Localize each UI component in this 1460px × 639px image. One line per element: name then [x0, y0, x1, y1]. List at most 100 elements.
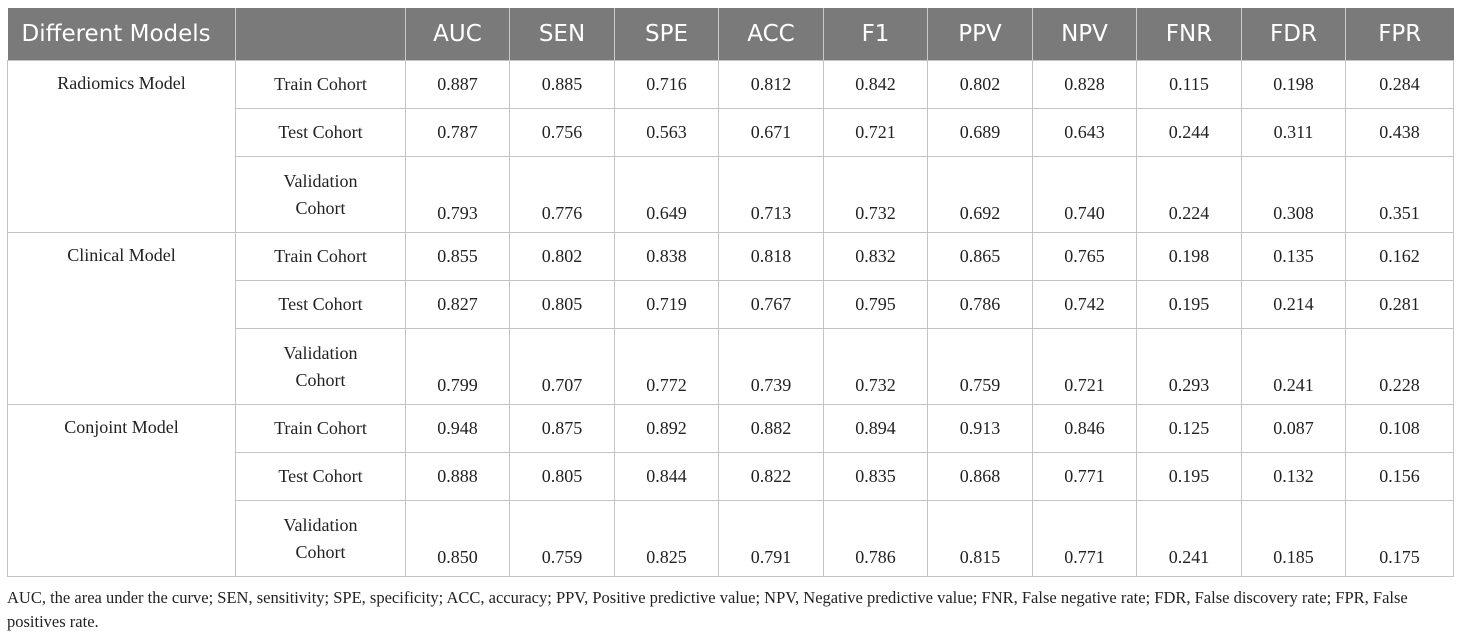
f1-cell: 0.786: [823, 500, 928, 577]
model-name-cell: Clinical Model: [7, 232, 236, 405]
fdr-cell: 0.214: [1241, 280, 1346, 329]
fpr-cell: 0.108: [1345, 404, 1454, 453]
fnr-cell: 0.241: [1136, 500, 1242, 577]
table-footnote: AUC, the area under the curve; SEN, sens…: [7, 588, 1408, 631]
f1-cell: 0.732: [823, 328, 928, 405]
header-acc: ACC: [718, 8, 824, 61]
f1-cell: 0.835: [823, 452, 928, 501]
auc-cell: 0.793: [405, 156, 510, 233]
sen-cell: 0.805: [509, 452, 615, 501]
header-row: Different Models AUC SEN SPE ACC F1 PPV …: [7, 8, 1454, 61]
ppv-cell: 0.689: [927, 108, 1033, 157]
auc-cell: 0.850: [405, 500, 510, 577]
ppv-cell: 0.868: [927, 452, 1033, 501]
cohort-cell: Validation Cohort: [235, 156, 406, 233]
cohort-line-1: Validation: [283, 342, 358, 363]
acc-cell: 0.671: [718, 108, 824, 157]
auc-cell: 0.887: [405, 60, 510, 109]
auc-cell: 0.787: [405, 108, 510, 157]
fpr-cell: 0.281: [1345, 280, 1454, 329]
ppv-cell: 0.865: [927, 232, 1033, 281]
fdr-cell: 0.185: [1241, 500, 1346, 577]
cohort-cell: Train Cohort: [235, 232, 406, 281]
spe-cell: 0.772: [614, 328, 719, 405]
header-auc: AUC: [405, 8, 510, 61]
header-npv: NPV: [1032, 8, 1137, 61]
spe-cell: 0.649: [614, 156, 719, 233]
ppv-cell: 0.786: [927, 280, 1033, 329]
cohort-line-1: Validation: [283, 170, 358, 191]
fdr-cell: 0.241: [1241, 328, 1346, 405]
cohort-cell: Validation Cohort: [235, 500, 406, 577]
ppv-cell: 0.913: [927, 404, 1033, 453]
auc-cell: 0.855: [405, 232, 510, 281]
table-row: Clinical Model Train Cohort 0.855 0.802 …: [7, 232, 1454, 405]
ppv-cell: 0.802: [927, 60, 1033, 109]
sen-cell: 0.802: [509, 232, 615, 281]
table-row: Conjoint Model Train Cohort 0.948 0.875 …: [7, 404, 1454, 577]
sen-cell: 0.756: [509, 108, 615, 157]
spe-cell: 0.892: [614, 404, 719, 453]
auc-cell: 0.948: [405, 404, 510, 453]
fnr-cell: 0.115: [1136, 60, 1242, 109]
fdr-cell: 0.135: [1241, 232, 1346, 281]
cohort-line-2: Cohort: [295, 541, 346, 562]
fdr-cell: 0.087: [1241, 404, 1346, 453]
fpr-cell: 0.162: [1345, 232, 1454, 281]
fnr-cell: 0.198: [1136, 232, 1242, 281]
npv-cell: 0.643: [1032, 108, 1137, 157]
acc-cell: 0.822: [718, 452, 824, 501]
acc-cell: 0.791: [718, 500, 824, 577]
auc-cell: 0.827: [405, 280, 510, 329]
fpr-cell: 0.438: [1345, 108, 1454, 157]
cohort-cell: Test Cohort: [235, 108, 406, 157]
header-ppv: PPV: [927, 8, 1033, 61]
ppv-cell: 0.759: [927, 328, 1033, 405]
table-row: Validation Cohort 0.793 0.776 0.649 0.713…: [8, 156, 1454, 233]
f1-cell: 0.832: [823, 232, 928, 281]
metrics-table-container: Different Models AUC SEN SPE ACC F1 PPV …: [7, 8, 1454, 577]
spe-cell: 0.825: [614, 500, 719, 577]
model-name-cell: Conjoint Model: [7, 404, 236, 577]
model-name-cell: Radiomics Model: [7, 60, 236, 233]
sen-cell: 0.707: [509, 328, 615, 405]
f1-cell: 0.721: [823, 108, 928, 157]
sen-cell: 0.776: [509, 156, 615, 233]
header-fdr: FDR: [1241, 8, 1346, 61]
header-model: Different Models: [7, 8, 236, 61]
fdr-cell: 0.198: [1241, 60, 1346, 109]
fpr-cell: 0.156: [1345, 452, 1454, 501]
header-fnr: FNR: [1136, 8, 1242, 61]
npv-cell: 0.742: [1032, 280, 1137, 329]
cohort-cell: Validation Cohort: [235, 328, 406, 405]
header-fpr: FPR: [1345, 8, 1454, 61]
fnr-cell: 0.293: [1136, 328, 1242, 405]
cohort-cell: Test Cohort: [235, 452, 406, 501]
acc-cell: 0.739: [718, 328, 824, 405]
header-f1: F1: [823, 8, 928, 61]
cohort-cell: Train Cohort: [235, 404, 406, 453]
ppv-cell: 0.815: [927, 500, 1033, 577]
acc-cell: 0.812: [718, 60, 824, 109]
spe-cell: 0.838: [614, 232, 719, 281]
acc-cell: 0.818: [718, 232, 824, 281]
spe-cell: 0.716: [614, 60, 719, 109]
cohort-line-2: Cohort: [295, 369, 346, 390]
fpr-cell: 0.284: [1345, 60, 1454, 109]
sen-cell: 0.805: [509, 280, 615, 329]
f1-cell: 0.894: [823, 404, 928, 453]
sen-cell: 0.875: [509, 404, 615, 453]
fpr-cell: 0.228: [1345, 328, 1454, 405]
acc-cell: 0.882: [718, 404, 824, 453]
spe-cell: 0.844: [614, 452, 719, 501]
f1-cell: 0.795: [823, 280, 928, 329]
fdr-cell: 0.308: [1241, 156, 1346, 233]
cohort-cell: Test Cohort: [235, 280, 406, 329]
fnr-cell: 0.224: [1136, 156, 1242, 233]
f1-cell: 0.732: [823, 156, 928, 233]
npv-cell: 0.721: [1032, 328, 1137, 405]
npv-cell: 0.828: [1032, 60, 1137, 109]
header-sen: SEN: [509, 8, 615, 61]
spe-cell: 0.719: [614, 280, 719, 329]
table-row: Validation Cohort 0.850 0.759 0.825 0.791…: [8, 500, 1454, 577]
